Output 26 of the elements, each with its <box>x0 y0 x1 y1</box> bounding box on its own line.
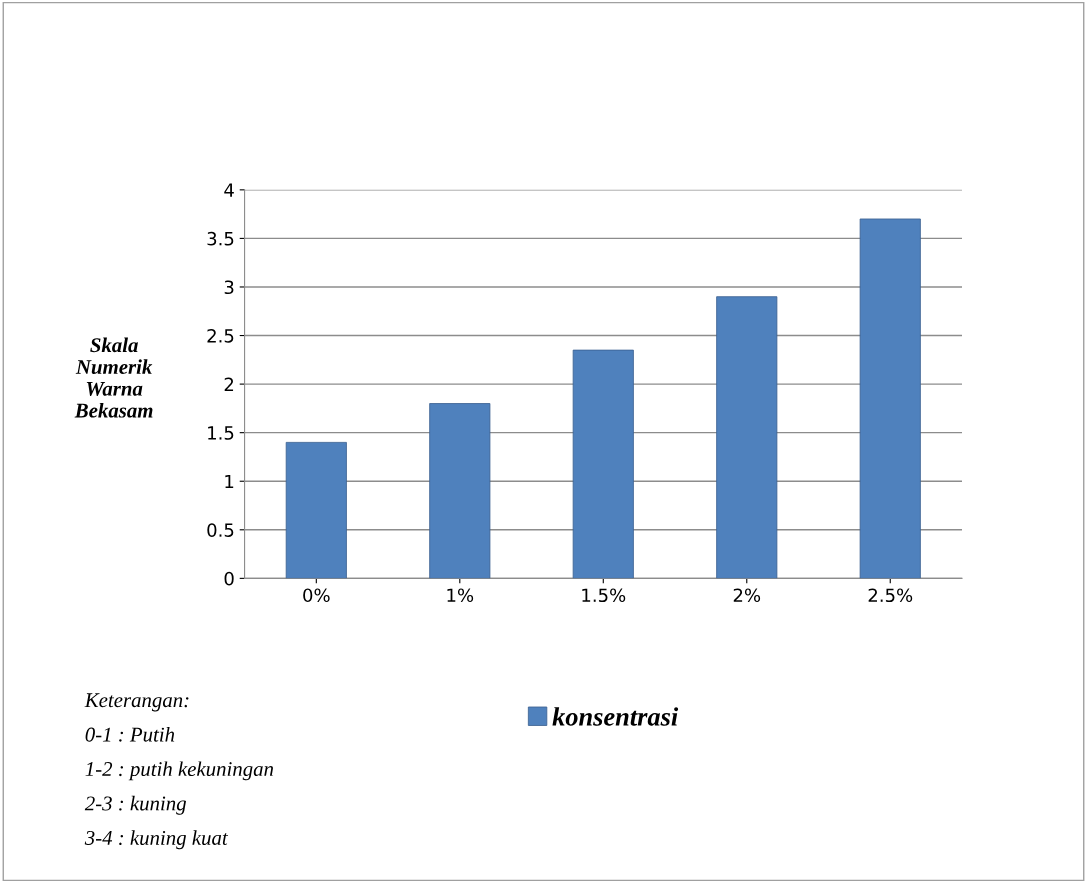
y-tick-label: 3 <box>224 280 234 295</box>
y-tick-label: 0.5 <box>207 523 234 537</box>
text: Keterangan: <box>84 693 189 712</box>
y-tick-label: 0 <box>224 571 234 586</box>
bar <box>285 441 347 579</box>
bar <box>429 403 491 579</box>
y-tick-label: 1 <box>225 474 234 489</box>
x-tick-label: 2% <box>733 588 761 603</box>
y-tick-label: 2.5 <box>207 329 234 343</box>
y-tick-label: 2 <box>224 377 234 391</box>
x-tick-label: 2.5% <box>868 588 913 603</box>
bar <box>716 296 778 579</box>
x-tick-label: 0% <box>303 588 330 603</box>
legend-label: konsentrasi <box>552 707 679 726</box>
y-axis-title: Skala Numerik Warna Bekasam <box>74 337 153 418</box>
y-tick-label: 3.5 <box>207 231 234 246</box>
text: 0-1 : Putih <box>85 726 175 742</box>
text: 1-2 : putih kekuningan <box>85 761 274 781</box>
x-tick-label: 1.5% <box>582 588 626 603</box>
y-tick-label: 1.5 <box>208 426 234 440</box>
text: 2-3 : kuning <box>84 795 186 815</box>
text: 3-4 : kuning kuat <box>84 830 229 850</box>
bar <box>572 349 634 579</box>
bar <box>859 218 921 579</box>
y-tick-label: 4 <box>224 183 234 197</box>
x-tick-label: 1% <box>447 588 474 603</box>
